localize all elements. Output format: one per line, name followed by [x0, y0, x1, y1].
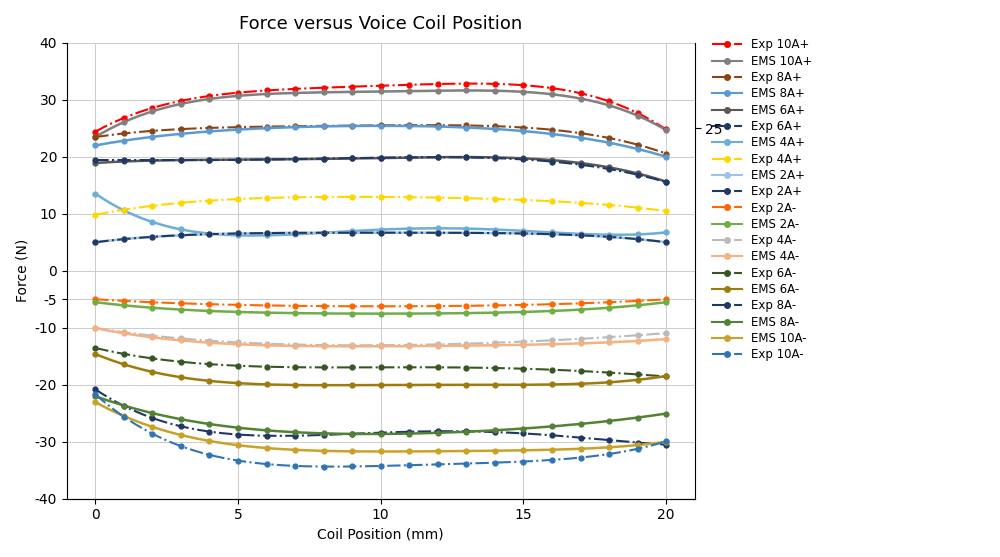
Y-axis label: Force (N): Force (N) [15, 239, 29, 302]
Legend: Exp 10A+, EMS 10A+, Exp 8A+, EMS 8A+, EMS 6A+, Exp 6A+, EMS 4A+, Exp 4A+, EMS 2A: Exp 10A+, EMS 10A+, Exp 8A+, EMS 8A+, EM… [707, 34, 817, 366]
X-axis label: Coil Position (mm): Coil Position (mm) [317, 528, 444, 542]
Title: Force versus Voice Coil Position: Force versus Voice Coil Position [239, 15, 522, 33]
